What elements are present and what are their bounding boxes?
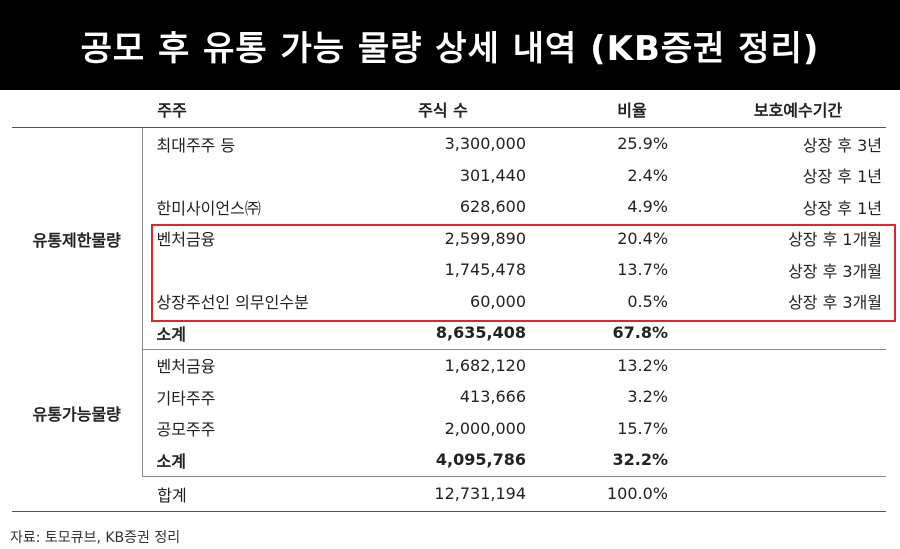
row-shares: 60,000	[470, 291, 527, 311]
row-ratio: 3.2%	[627, 387, 669, 407]
group-label-tradable: 유통가능물량	[12, 349, 143, 476]
table-row: 기타주주 413,666 3.2%	[12, 381, 886, 413]
table-row: 301,440 2.4% 상장 후 1년	[12, 160, 886, 192]
row-lockup: 상장 후 3개월	[788, 293, 883, 313]
row-name	[142, 160, 332, 192]
row-lockup: 상장 후 3개월	[788, 261, 883, 281]
shareholder-table: 주주 주식 수 비율 보호예수기간 유통제한물량 최대주주 등 3,300,00…	[12, 90, 887, 512]
row-name	[142, 254, 332, 286]
row-shares: 1,745,478	[444, 260, 527, 280]
table-row: 벤처금융 2,599,890 20.4% 상장 후 1개월	[12, 223, 886, 255]
total-row: 합계 12,731,194 100.0%	[12, 476, 887, 512]
row-name: 기타주주	[156, 388, 216, 408]
row-name: 최대주주 등	[156, 135, 236, 155]
subtotal-row-tradable: 소계 4,095,786 32.2%	[12, 444, 887, 477]
total-ratio: 100.0%	[554, 476, 711, 512]
row-name: 벤처금융	[156, 357, 216, 377]
table-row: 유통제한물량 최대주주 등 3,300,000 25.9% 상장 후 3년	[12, 127, 886, 349]
row-ratio: 13.2%	[617, 355, 669, 375]
header-lockup: 보호예수기간	[710, 90, 887, 128]
title-banner: 공모 후 유통 가능 물량 상세 내역 (KB증권 정리)	[0, 0, 900, 90]
header-shares: 주식 수	[332, 90, 555, 128]
row-name: 공모주주	[156, 420, 216, 440]
subtotal-ratio: 67.8%	[554, 317, 711, 350]
group-label-restricted: 유통제한물량	[12, 127, 143, 349]
subtotal-shares: 8,635,408	[332, 317, 555, 350]
subtotal-row-restricted: 소계 8,635,408 67.8%	[12, 317, 887, 350]
table-row: 1,745,478 13.7% 상장 후 3개월	[12, 254, 886, 286]
row-name: 벤처금융	[156, 230, 216, 250]
row-shares: 3,300,000	[444, 134, 527, 154]
page-title: 공모 후 유통 가능 물량 상세 내역 (KB증권 정리)	[80, 28, 820, 69]
row-shares: 2,000,000	[444, 418, 527, 438]
row-ratio: 20.4%	[617, 228, 669, 248]
subtotal-label: 소계	[142, 444, 333, 477]
row-ratio: 25.9%	[617, 134, 669, 154]
total-shares: 12,731,194	[332, 476, 555, 512]
table-row: 한미사이언스㈜ 628,600 4.9% 상장 후 1년	[12, 191, 886, 223]
row-name: 상장주선인 의무인수분	[156, 293, 309, 313]
header-row: 주주 주식 수 비율 보호예수기간	[12, 90, 887, 128]
source-note: 자료: 토모큐브, KB증권 정리	[10, 530, 181, 546]
header-ratio: 비율	[554, 90, 711, 128]
subtotal-label: 소계	[142, 317, 333, 350]
row-lockup: 상장 후 1년	[802, 198, 883, 218]
header-shareholder: 주주	[12, 90, 333, 128]
table-row: 유통가능물량 벤처금융 1,682,120 13.2%	[12, 349, 886, 476]
row-ratio: 13.7%	[617, 260, 669, 280]
row-ratio: 15.7%	[617, 418, 669, 438]
row-lockup: 상장 후 1년	[802, 167, 883, 187]
row-lockup: 상장 후 1개월	[788, 230, 883, 250]
row-ratio: 0.5%	[627, 291, 669, 311]
subtotal-shares: 4,095,786	[332, 444, 555, 477]
subtotal-ratio: 32.2%	[554, 444, 711, 477]
row-ratio: 2.4%	[627, 165, 669, 185]
row-shares: 1,682,120	[444, 355, 527, 375]
row-ratio: 4.9%	[627, 197, 669, 217]
table-row: 상장주선인 의무인수분 60,000 0.5% 상장 후 3개월	[12, 286, 886, 318]
row-shares: 301,440	[459, 165, 527, 185]
total-label: 합계	[12, 476, 333, 512]
row-shares: 2,599,890	[444, 228, 527, 248]
row-shares: 413,666	[459, 387, 527, 407]
row-shares: 628,600	[459, 197, 527, 217]
table-row: 공모주주 2,000,000 15.7%	[12, 413, 886, 445]
row-name: 한미사이언스㈜	[156, 198, 261, 218]
row-lockup: 상장 후 3년	[802, 135, 883, 155]
